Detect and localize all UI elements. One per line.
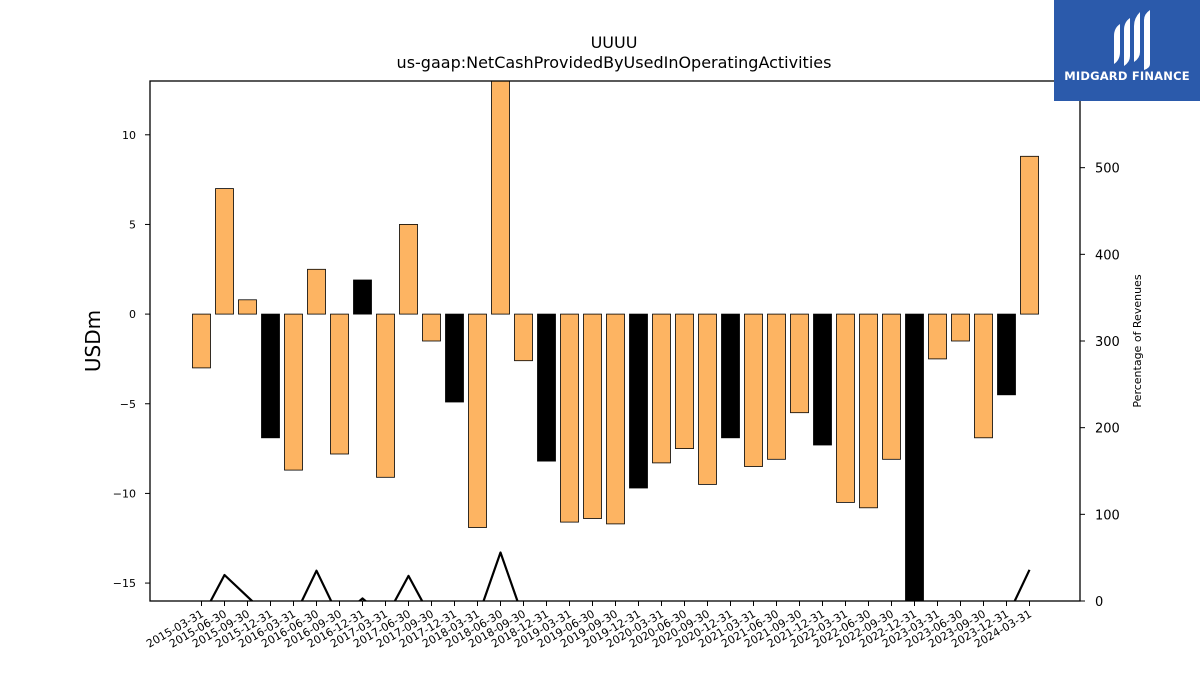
bars — [192, 81, 1039, 601]
y-tick-label: −15 — [113, 577, 136, 590]
plot-area: −15−10−5051001002003004005002015-03-3120… — [113, 80, 1120, 651]
bar — [399, 223, 418, 315]
bar — [836, 313, 855, 503]
bar — [514, 313, 533, 362]
bar — [606, 313, 625, 525]
bar — [215, 188, 234, 315]
bar — [997, 313, 1016, 396]
bar — [583, 313, 602, 519]
midgard-finance-logo: MIDGARD FINANCE — [1054, 0, 1200, 101]
bar — [261, 313, 280, 439]
bar — [468, 313, 487, 528]
bar — [445, 313, 464, 403]
bar — [491, 81, 510, 315]
bar — [974, 313, 993, 439]
logo-text: MIDGARD FINANCE — [1064, 69, 1190, 83]
bar — [422, 313, 441, 342]
bar — [905, 313, 924, 601]
bar — [353, 279, 372, 315]
y-tick-label: 10 — [122, 129, 136, 142]
bar — [307, 268, 326, 315]
bar — [330, 313, 349, 455]
bar — [767, 313, 786, 460]
bar — [629, 313, 648, 489]
y2-axis-label: Percentage of Revenues — [1131, 274, 1144, 407]
bar — [192, 313, 211, 369]
bar — [675, 313, 694, 450]
bar — [376, 313, 395, 478]
bar — [537, 313, 556, 462]
bar — [951, 313, 970, 342]
y2-tick-label: 200 — [1095, 422, 1120, 437]
y2-tick-label: 400 — [1095, 248, 1120, 263]
bar — [1020, 155, 1039, 315]
y-tick-label: −5 — [120, 398, 136, 411]
y-tick-label: 0 — [129, 308, 136, 321]
y2-tick-label: 500 — [1095, 162, 1120, 177]
bar — [698, 313, 717, 485]
y2-tick-label: 100 — [1095, 508, 1120, 523]
y-tick-label: −10 — [113, 487, 136, 500]
y2-tick-label: 300 — [1095, 335, 1120, 350]
bar — [928, 313, 947, 360]
chart-title: UUUU — [591, 33, 638, 52]
bar — [652, 313, 671, 464]
bar — [744, 313, 763, 467]
y-tick-label: 5 — [129, 218, 136, 231]
bar — [560, 313, 579, 523]
bar — [238, 299, 257, 315]
y2-tick-label: 0 — [1095, 595, 1103, 610]
bar — [813, 313, 832, 446]
bar — [859, 313, 878, 509]
bar — [882, 313, 901, 460]
bar — [790, 313, 809, 414]
y-axis-label: USDm — [81, 310, 105, 372]
bar — [284, 313, 303, 471]
bar — [721, 313, 740, 439]
chart-subtitle: us-gaap:NetCashProvidedByUsedInOperating… — [397, 53, 832, 72]
midgard-logo-icon — [1114, 10, 1150, 70]
